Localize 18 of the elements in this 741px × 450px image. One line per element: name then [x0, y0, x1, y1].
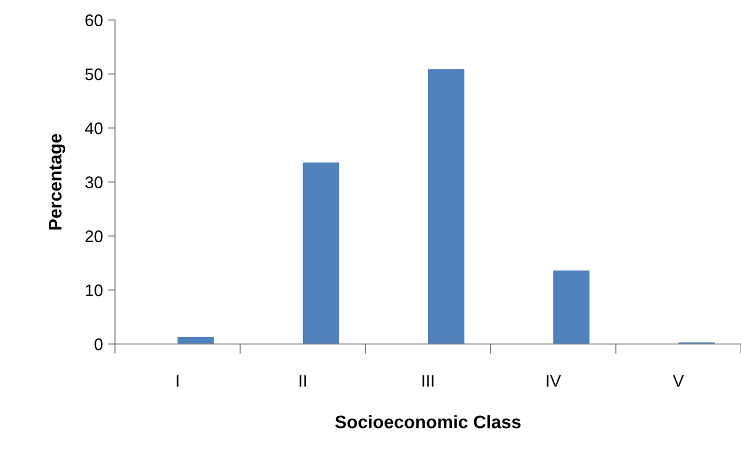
bar	[428, 69, 464, 344]
y-tick-label: 10	[86, 284, 103, 296]
x-tick-label: III	[422, 375, 434, 387]
y-tick-label: 40	[85, 122, 103, 134]
y-tick-label: 30	[85, 176, 103, 188]
y-tick-label: 20	[85, 230, 103, 242]
bar	[178, 336, 214, 344]
bar	[302, 162, 340, 344]
y-tick-label: 50	[85, 68, 103, 80]
y-tick-label: 60	[86, 14, 103, 26]
y-axis-title: Percentage	[48, 134, 66, 230]
x-tick-label: V	[672, 375, 684, 387]
x-tick-label: I	[176, 375, 178, 387]
y-tick-label: 0	[94, 338, 103, 350]
x-tick-label: IV	[546, 375, 561, 387]
bar	[553, 270, 590, 344]
x-tick-label: II	[300, 375, 306, 387]
x-axis-title: Socioeconomic Class	[335, 415, 521, 428]
